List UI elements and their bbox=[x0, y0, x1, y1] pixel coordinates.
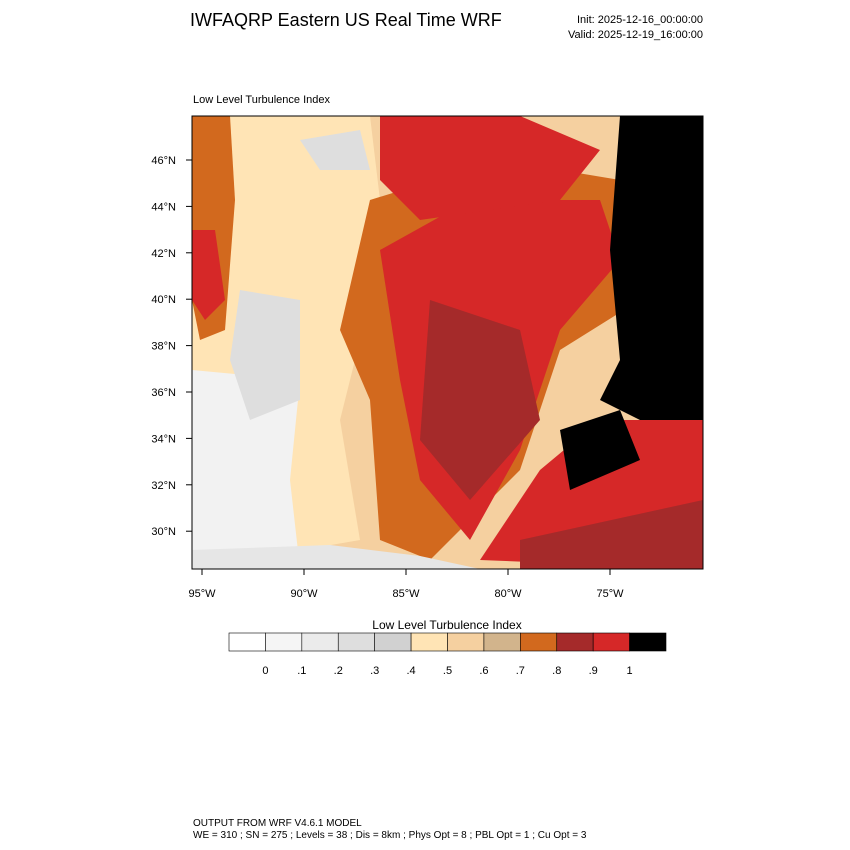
lat-label: 40°N bbox=[151, 294, 176, 306]
colorbar-swatch bbox=[629, 632, 667, 652]
colorbar-label: 0 bbox=[262, 665, 268, 677]
map-title: Low Level Turbulence Index bbox=[193, 94, 330, 106]
colorbar-swatch bbox=[410, 632, 448, 652]
colorbar-label: .7 bbox=[516, 665, 525, 677]
colorbar: 0 .1 .2 .3 .4 .5 .6 .7 .8 .9 1 bbox=[228, 632, 667, 677]
lon-label: 85°W bbox=[392, 588, 420, 600]
lat-labels: 46°N 44°N 42°N 40°N 38°N 36°N 34°N 32°N 30°N bbox=[151, 155, 192, 538]
lat-label: 46°N bbox=[151, 155, 176, 167]
lon-label: 80°W bbox=[494, 588, 522, 600]
footer-line: WE = 310 ; SN = 275 ; Levels = 38 ; Dis … bbox=[193, 830, 587, 841]
lon-labels: 95°W 90°W 85°W 80°W 75°W bbox=[188, 569, 624, 600]
init-time: Init: 2025-12-16_00:00:00 bbox=[577, 14, 703, 26]
colorbar-label: .3 bbox=[370, 665, 379, 677]
colorbar-label: 1 bbox=[627, 665, 633, 677]
colorbar-swatch bbox=[592, 632, 630, 652]
colorbar-swatch bbox=[447, 632, 485, 652]
colorbar-swatch bbox=[520, 632, 558, 652]
lon-label: 95°W bbox=[188, 588, 216, 600]
colorbar-swatch bbox=[483, 632, 521, 652]
lat-label: 32°N bbox=[151, 480, 176, 492]
lat-label: 30°N bbox=[151, 526, 176, 538]
lat-label: 38°N bbox=[151, 341, 176, 353]
colorbar-swatch bbox=[374, 632, 412, 652]
page-title: IWFAQRP Eastern US Real Time WRF bbox=[190, 10, 502, 30]
lat-label: 34°N bbox=[151, 433, 176, 445]
colorbar-label: .8 bbox=[552, 665, 561, 677]
lon-label: 75°W bbox=[596, 588, 624, 600]
colorbar-label: .9 bbox=[589, 665, 598, 677]
colorbar-swatch bbox=[337, 632, 375, 652]
map bbox=[191, 115, 704, 570]
valid-time: Valid: 2025-12-19_16:00:00 bbox=[568, 29, 703, 41]
lat-label: 44°N bbox=[151, 201, 176, 213]
lat-label: 36°N bbox=[151, 387, 176, 399]
colorbar-label: .4 bbox=[406, 665, 415, 677]
colorbar-swatch bbox=[228, 632, 266, 652]
lon-label: 90°W bbox=[290, 588, 318, 600]
colorbar-swatch bbox=[556, 632, 594, 652]
lat-label: 42°N bbox=[151, 248, 176, 260]
colorbar-swatch bbox=[265, 632, 303, 652]
footer-line: OUTPUT FROM WRF V4.6.1 MODEL bbox=[193, 818, 362, 829]
colorbar-swatch bbox=[301, 632, 339, 652]
colorbar-label: .2 bbox=[334, 665, 343, 677]
colorbar-label: .1 bbox=[297, 665, 306, 677]
colorbar-label: .6 bbox=[479, 665, 488, 677]
colorbar-title: Low Level Turbulence Index bbox=[372, 618, 521, 632]
colorbar-label: .5 bbox=[443, 665, 452, 677]
